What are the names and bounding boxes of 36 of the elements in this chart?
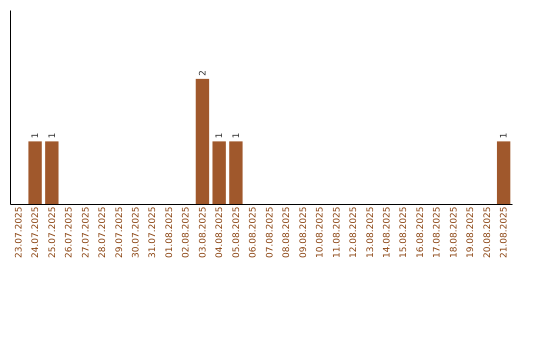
data-label: 1 [48,132,58,138]
x-tick-label: 26.07.2025 [64,206,75,258]
x-tick-label: 17.08.2025 [432,206,443,258]
x-tick-label: 29.07.2025 [114,206,125,258]
data-label: 1 [500,132,510,138]
x-tick-label: 04.08.2025 [215,206,226,258]
x-tick-label: 20.08.2025 [482,206,493,258]
data-label: 1 [232,132,242,138]
x-tick-label: 11.08.2025 [332,206,342,258]
x-tick-label: 21.08.2025 [500,206,510,258]
x-tick-label: 15.08.2025 [399,206,410,258]
x-tick-label: 05.08.2025 [232,206,242,258]
x-tick-label: 30.07.2025 [132,206,142,258]
x-tick-label: 28.07.2025 [98,206,108,258]
x-tick-label: 06.08.2025 [248,206,259,258]
data-label: 1 [215,132,226,138]
x-tick-label: 25.07.2025 [48,206,58,258]
data-label: 1 [31,132,42,138]
x-tick-label: 16.08.2025 [416,206,426,258]
x-tick-label: 09.08.2025 [298,206,309,258]
x-tick-label: 03.08.2025 [198,206,208,258]
x-tick-label: 14.08.2025 [382,206,392,258]
x-tick-label: 23.07.2025 [14,206,24,258]
x-tick-label: 27.07.2025 [81,206,92,258]
x-tick-label: 08.08.2025 [282,206,292,258]
x-tick-label: 12.08.2025 [349,206,360,258]
x-tick-label: 02.08.2025 [182,206,192,258]
x-tick-label: 13.08.2025 [366,206,376,258]
x-tick-label: 01.08.2025 [164,206,175,258]
x-tick-label: 24.07.2025 [31,206,42,258]
x-tick-label: 10.08.2025 [316,206,326,258]
data-label: 2 [198,70,208,76]
x-tick-label: 31.07.2025 [148,206,158,258]
x-tick-label: 18.08.2025 [449,206,460,258]
x-tick-label: 19.08.2025 [466,206,476,258]
x-tick-label: 07.08.2025 [265,206,276,258]
